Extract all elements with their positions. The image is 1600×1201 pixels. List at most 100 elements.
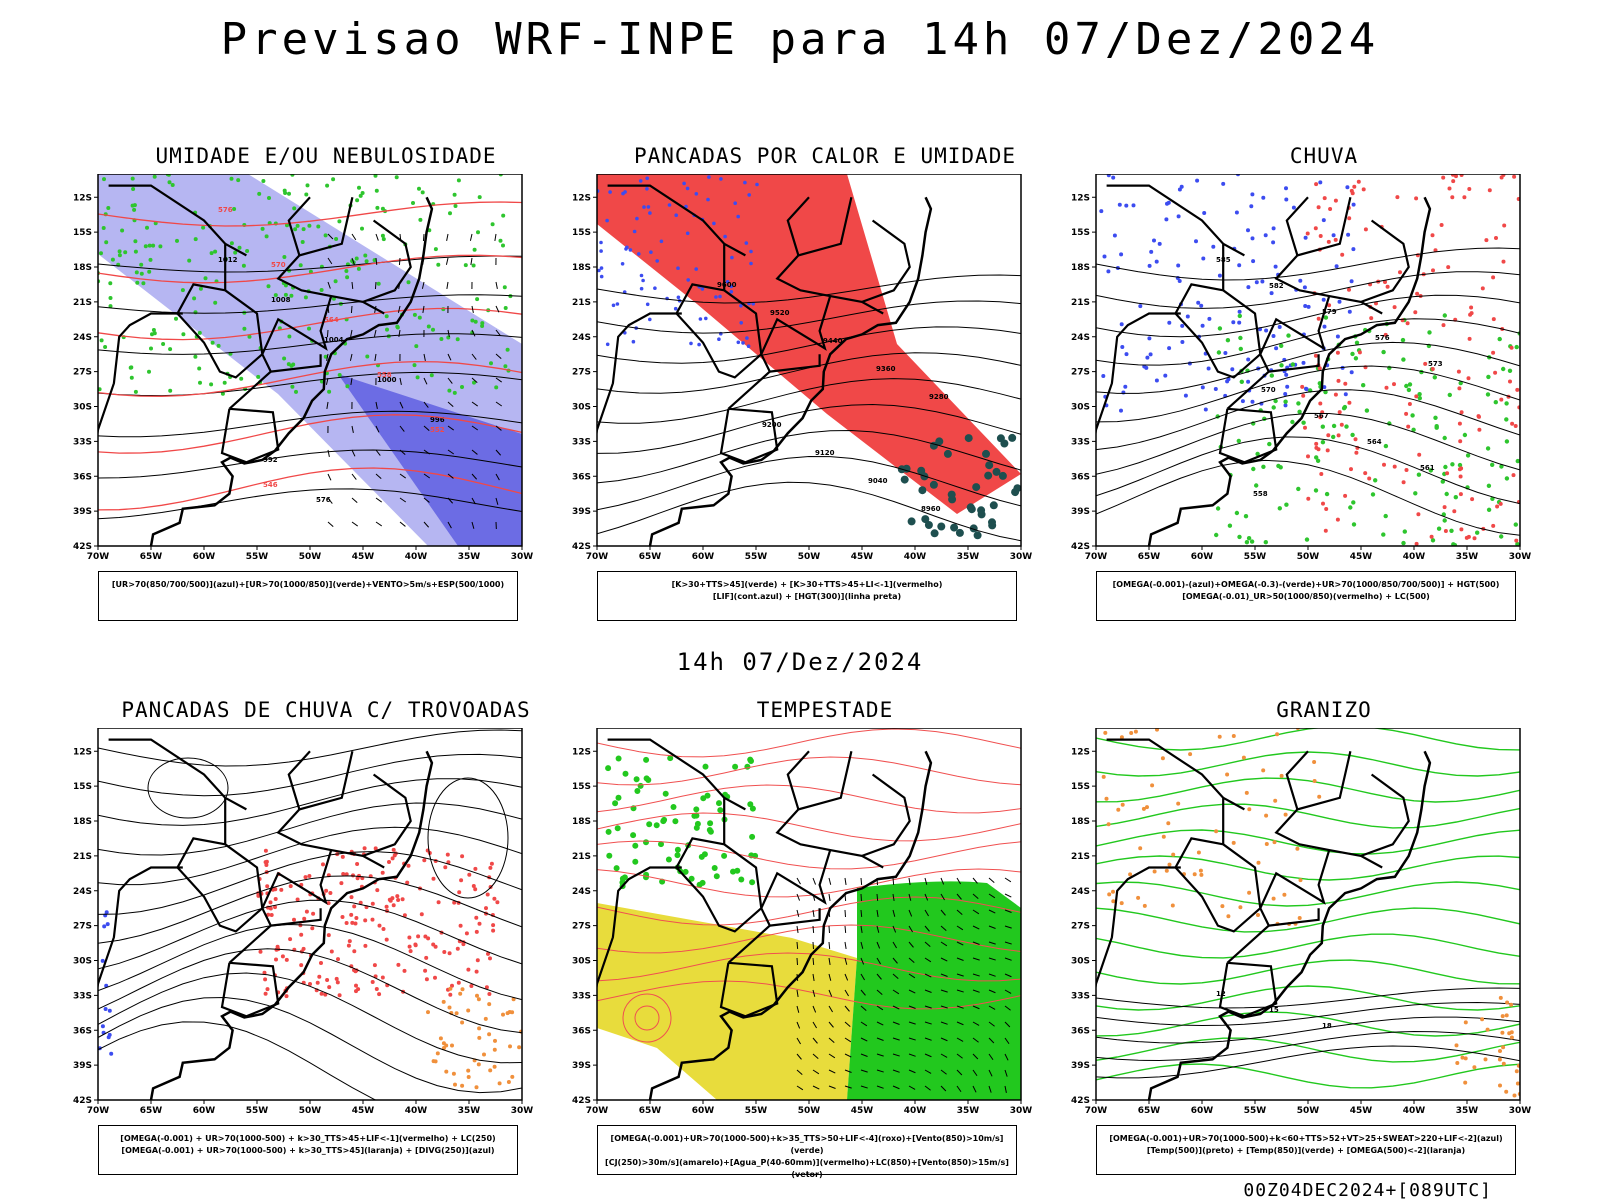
panel-title: UMIDADE E/OU NEBULOSIDADE (56, 144, 596, 168)
lat-tick-label: 36S (1071, 1026, 1090, 1036)
humidity-low-level-dot (103, 345, 107, 349)
omega-green-dot (1235, 511, 1239, 515)
omega-blue-dot (1103, 255, 1107, 259)
lifted-index-dot (599, 241, 603, 245)
lat-tick-label: 18S (1071, 263, 1090, 273)
omega-blue-dot (1255, 280, 1259, 284)
lifted-index-dot (635, 217, 639, 221)
omega-blue-dot (1148, 264, 1152, 268)
omega-500-dot (1153, 870, 1157, 874)
omega-500-dot (1238, 905, 1242, 909)
humidity-low-level-dot (476, 230, 480, 234)
wind-850-dot (714, 873, 720, 879)
lat-tick-label: 30S (73, 403, 92, 413)
storm-red-dot (274, 958, 278, 962)
omega-blue-dot (1119, 252, 1123, 256)
legend-box: [OMEGA(-0.001)+UR>70(1000-500)+k>35_TTS>… (597, 1125, 1017, 1175)
humidity-low-level-dot (256, 375, 260, 379)
omega-green-dot (1218, 326, 1222, 330)
omega-500-dot (1480, 1017, 1484, 1021)
humidity-low-level-dot (447, 389, 451, 393)
wind-vector (423, 234, 424, 241)
omega-500-dot (1232, 841, 1236, 845)
humidity-low-level-dot (197, 367, 201, 371)
lon-tick-label: 55W (745, 552, 768, 562)
storm-orange-dot (508, 1044, 512, 1048)
legend-line: [OMEGA(-0.001)+UR>70(1000-500)+k>35_TTS>… (598, 1133, 1016, 1157)
lat-tick-label: 42S (73, 1096, 92, 1106)
wind-vector (375, 282, 376, 289)
rain-red-dot (1393, 305, 1397, 309)
omega-blue-dot (1238, 310, 1242, 314)
humidity-low-level-dot (108, 281, 112, 285)
omega-green-dot (1278, 506, 1282, 510)
omega-green-dot (1238, 314, 1242, 318)
rain-red-dot (1430, 535, 1434, 539)
instability-dark-dot (931, 529, 939, 537)
omega-green-dot (1352, 522, 1356, 526)
rain-red-dot (1452, 509, 1456, 513)
humidity-low-level-dot (480, 324, 484, 328)
instability-dark-dot (988, 521, 996, 529)
humidity-low-level-dot (217, 344, 221, 348)
map-pancadas-calor: 96009520944093609280920091209040896012S1… (555, 174, 1095, 624)
omega-green-dot (1515, 345, 1519, 349)
lat-tick-label: 33S (572, 991, 591, 1001)
rain-red-dot (1468, 337, 1472, 341)
lon-tick-label: 35W (1456, 1106, 1479, 1116)
humidity-low-level-dot (223, 381, 227, 385)
omega-blue-dot (1132, 203, 1136, 207)
legend-box: [OMEGA(-0.001)+UR>70(1000-500)+k<60+TTS>… (1096, 1125, 1516, 1175)
rain-red-dot (1484, 238, 1488, 242)
omega-green-dot (1354, 356, 1358, 360)
storm-red-dot (296, 898, 300, 902)
humidity-low-level-dot (395, 325, 399, 329)
storm-red-dot (341, 872, 345, 876)
storm-red-dot (341, 915, 345, 919)
lon-tick-label: 60W (193, 552, 216, 562)
rain-red-dot (1338, 410, 1342, 414)
omega-green-dot (1261, 465, 1265, 469)
lon-tick-label: 70W (586, 1106, 609, 1116)
omega-green-dot (1413, 491, 1417, 495)
omega-green-dot (1401, 338, 1405, 342)
omega-green-dot (1296, 487, 1300, 491)
storm-red-dot (270, 913, 274, 917)
omega-green-dot (1494, 400, 1498, 404)
omega-green-dot (1505, 476, 1509, 480)
omega-green-dot (1371, 492, 1375, 496)
lon-tick-label: 65W (1138, 552, 1161, 562)
rain-red-dot (1382, 463, 1386, 467)
humidity-low-level-dot (301, 240, 305, 244)
lifted-index-dot (741, 341, 745, 345)
omega-blue-dot (1251, 400, 1255, 404)
storm-red-dot (495, 900, 499, 904)
humidity-low-level-dot (475, 297, 479, 301)
lat-tick-label: 33S (1071, 991, 1090, 1001)
humidity-low-level-dot (327, 390, 331, 394)
rain-red-dot (1462, 195, 1466, 199)
lat-tick-label: 42S (572, 542, 591, 552)
omega-500-dot (1501, 1014, 1505, 1018)
humidity-low-level-dot (506, 348, 510, 352)
humidity-low-level-dot (491, 222, 495, 226)
humidity-low-level-dot (299, 263, 303, 267)
storm-red-dot (491, 923, 495, 927)
omega-blue-dot (1270, 291, 1274, 295)
rain-red-dot (1354, 437, 1358, 441)
omega-blue-dot (1155, 260, 1159, 264)
rain-red-dot (1340, 423, 1344, 427)
omega-blue-dot (1338, 300, 1342, 304)
lon-tick-label: 30W (1010, 552, 1033, 562)
storm-red-dot (363, 918, 367, 922)
lat-tick-label: 18S (1071, 817, 1090, 827)
lifted-index-dot (739, 321, 743, 325)
rain-red-dot (1445, 471, 1449, 475)
humidity-low-level-dot (294, 390, 298, 394)
storm-orange-dot (448, 987, 452, 991)
rain-red-dot (1328, 207, 1332, 211)
storm-orange-dot (444, 1044, 448, 1048)
rain-red-dot (1347, 401, 1351, 405)
rain-red-dot (1334, 199, 1338, 203)
wind-850-dot (634, 776, 640, 782)
